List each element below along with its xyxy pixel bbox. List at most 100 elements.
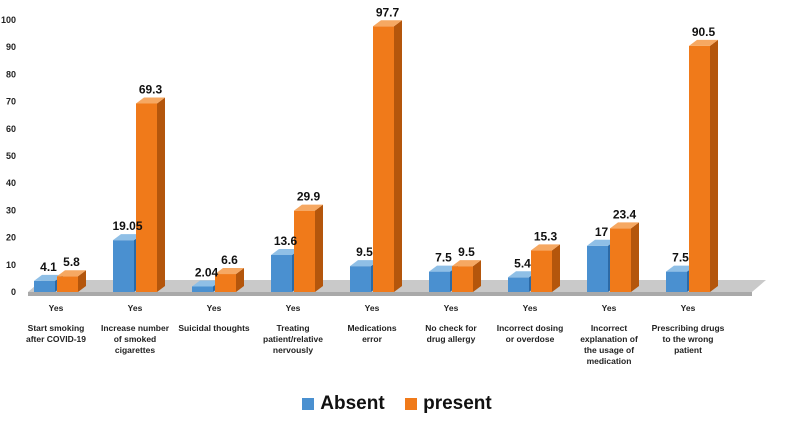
legend-item-absent: Absent	[302, 393, 385, 415]
data-label-absent: 13.6	[274, 234, 298, 248]
data-label-absent: 5.4	[514, 256, 531, 270]
bar-side-present	[394, 20, 402, 292]
bar-side-present	[473, 260, 481, 292]
x-category-label-line: patient	[674, 345, 702, 355]
bar-side-present	[552, 244, 560, 292]
bar-top-present	[531, 244, 560, 251]
y-tick-label: 100	[1, 15, 16, 25]
bar-side-present	[236, 268, 244, 292]
y-tick-label: 40	[6, 178, 16, 188]
x-group-label: Yes	[207, 303, 222, 313]
x-category-label-line: or overdose	[506, 334, 555, 344]
x-category-label-line: the usage of	[584, 345, 634, 355]
x-category-label: Incorrect explanation of the usage of medic…	[580, 323, 638, 366]
bar-absent	[192, 286, 213, 292]
x-category-label: Medications error	[347, 323, 396, 344]
bar-chart: 0 10 20 30 40 50 60 70 80 90 100 4.1 5.8 Yes Start sm…	[1, 5, 766, 366]
legend-swatch-absent	[302, 398, 315, 410]
bar-present	[57, 276, 78, 292]
x-category-label-line: after COVID-19	[26, 334, 86, 344]
bar-present	[215, 274, 236, 292]
x-group-label: Yes	[523, 303, 538, 313]
bar-side-present	[315, 204, 323, 292]
x-category-label-line: explanation of	[580, 334, 638, 344]
y-tick-label: 50	[6, 151, 16, 161]
x-category-label-line: patient/relative	[263, 334, 323, 344]
bar-top-absent	[113, 234, 142, 241]
x-category-label-line: error	[362, 334, 383, 344]
x-category-label-line: of smoked	[114, 334, 157, 344]
bar-absent	[271, 255, 292, 292]
bars	[34, 20, 718, 293]
bar-top-absent	[350, 260, 379, 267]
data-label-present: 97.7	[376, 5, 400, 19]
x-group-label: Yes	[602, 303, 617, 313]
bar-top-absent	[34, 274, 63, 281]
bar-top-present	[373, 20, 402, 27]
x-group-label: Yes	[128, 303, 143, 313]
y-tick-label: 30	[6, 205, 16, 215]
bar-top-present	[610, 222, 639, 229]
x-category-label-line: drug allergy	[427, 334, 476, 344]
bar-present	[610, 228, 631, 292]
bar-top-absent	[508, 271, 537, 278]
x-group-label: Yes	[444, 303, 459, 313]
bar-top-present	[215, 268, 244, 275]
data-label-present: 5.8	[63, 255, 80, 269]
data-label-absent: 9.5	[356, 245, 373, 259]
bar-absent	[429, 271, 450, 292]
data-label-absent: 2.04	[195, 265, 219, 279]
x-category-label: No check for drug allergy	[425, 323, 477, 344]
y-tick-label: 60	[6, 124, 16, 134]
x-category-label-line: No check for	[425, 323, 477, 333]
bar-top-absent	[271, 249, 300, 256]
y-tick-label: 80	[6, 69, 16, 79]
bar-present	[136, 103, 157, 292]
x-category-label-line: Suicidal thoughts	[178, 323, 250, 333]
bar-absent	[350, 266, 371, 292]
y-tick-label: 10	[6, 260, 16, 270]
data-label-absent: 7.5	[672, 251, 689, 265]
x-category-label-line: Start smoking	[28, 323, 85, 333]
bar-absent	[34, 280, 55, 292]
data-label-absent: 4.1	[40, 260, 57, 274]
floor-front	[28, 292, 752, 296]
bar-present	[373, 26, 394, 292]
bar-absent	[666, 271, 687, 292]
bar-present	[531, 250, 552, 292]
legend-swatch-present	[405, 398, 418, 410]
bar-top-absent	[192, 280, 221, 287]
x-group-label: Yes	[49, 303, 64, 313]
data-label-present: 90.5	[692, 25, 716, 39]
bar-present	[452, 266, 473, 292]
x-group-label: Yes	[681, 303, 696, 313]
data-label-absent: 17	[595, 225, 609, 239]
x-category-label: Increase number of smoked cigarettes	[101, 323, 170, 355]
data-label-present: 29.9	[297, 190, 321, 204]
legend: Absent present	[0, 393, 794, 415]
legend-label-absent: Absent	[320, 393, 385, 414]
data-label-absent: 19.05	[112, 219, 142, 233]
x-category-label-line: Increase number	[101, 323, 170, 333]
y-tick-label: 70	[6, 97, 16, 107]
x-category-label-line: medication	[587, 356, 632, 366]
bar-top-absent	[587, 239, 616, 246]
x-category-label: Prescribing drugs to the wrong patient	[652, 323, 725, 355]
legend-label-present: present	[423, 393, 492, 414]
bar-top-absent	[429, 265, 458, 272]
y-tick-label: 20	[6, 233, 16, 243]
x-category-label-line: Medications	[347, 323, 396, 333]
x-category-label-line: to the wrong	[663, 334, 714, 344]
bar-absent	[587, 245, 608, 292]
bar-side-present	[631, 222, 639, 292]
bar-side-present	[157, 97, 165, 292]
legend-item-present: present	[405, 393, 492, 415]
bar-top-absent	[666, 265, 695, 272]
x-category-label-line: cigarettes	[115, 345, 155, 355]
x-category-label: Treating patient/relative nervously	[263, 323, 323, 355]
x-category-label-line: Prescribing drugs	[652, 323, 725, 333]
x-category-label: Incorrect dosing or overdose	[497, 323, 564, 344]
data-label-present: 9.5	[458, 245, 475, 259]
labels: 4.1 5.8 Yes Start smoking after COVID-19 19.0…	[26, 5, 725, 366]
x-category-label-line: Incorrect dosing	[497, 323, 564, 333]
